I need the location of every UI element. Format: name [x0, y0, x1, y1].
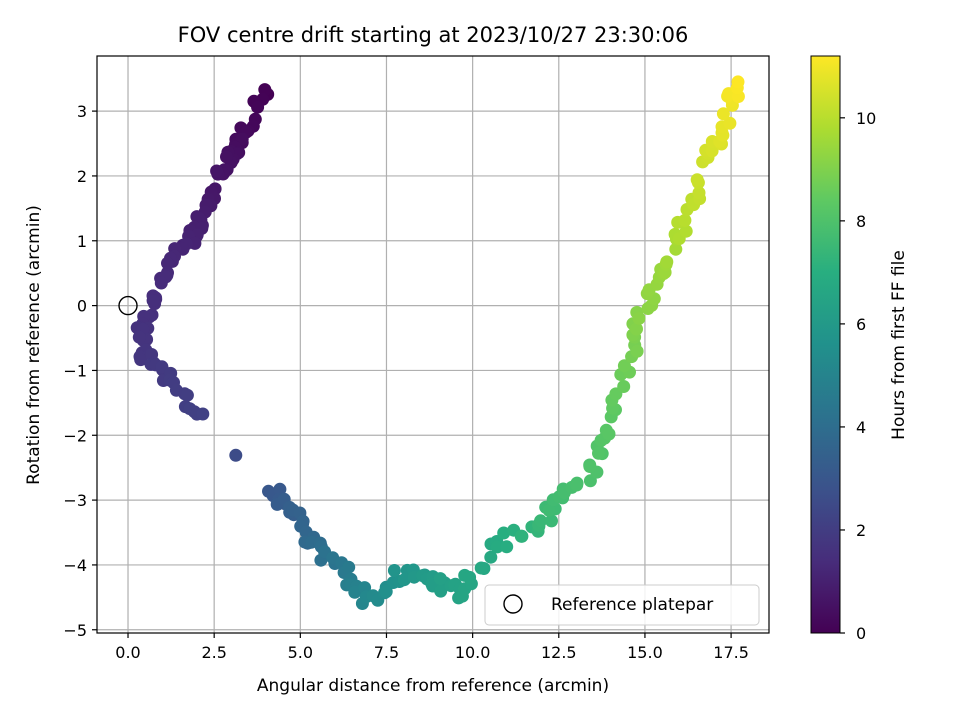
- scatter-point: [251, 100, 265, 114]
- scatter-point: [397, 573, 411, 587]
- legend: Reference platepar: [484, 584, 760, 626]
- scatter-point: [500, 540, 514, 554]
- scatter-point: [379, 585, 393, 599]
- scatter-point: [220, 150, 233, 164]
- x-tick-label: 2.5: [201, 643, 226, 662]
- scatter-point: [679, 224, 693, 238]
- y-tick-label: 3: [77, 102, 87, 121]
- scatter-point: [474, 561, 488, 575]
- y-axis-ticks: −5 −4 −3 −2 −1 0 1 2 3: [63, 102, 97, 640]
- x-tick-label: 0.0: [115, 643, 140, 662]
- scatter-point: [542, 503, 556, 517]
- scatter-point: [534, 514, 548, 528]
- scatter-point: [705, 144, 719, 158]
- grid: [97, 56, 769, 633]
- scatter-point: [731, 75, 745, 89]
- scatter-point: [630, 344, 644, 358]
- colorbar-tick-label: 2: [856, 521, 866, 540]
- scatter-point: [602, 427, 616, 441]
- scatter-point: [154, 276, 168, 290]
- colorbar-tick-label: 0: [856, 624, 866, 643]
- scatter-point: [692, 186, 706, 200]
- y-tick-label: −2: [63, 426, 87, 445]
- x-tick-label: 12.5: [541, 643, 577, 662]
- y-tick-label: 1: [77, 232, 87, 251]
- colorbar-ticks: 0 2 4 6 8 10: [840, 109, 876, 643]
- scatter-point: [180, 388, 194, 402]
- scatter-point: [592, 446, 605, 460]
- y-tick-label: 0: [77, 297, 87, 316]
- scatter-point: [617, 359, 631, 373]
- y-tick-label: −3: [63, 491, 87, 510]
- scatter-point: [669, 242, 683, 256]
- legend-entry-reference-platepar: Reference platepar: [551, 595, 713, 615]
- y-tick-label: −1: [63, 361, 87, 380]
- colorbar-tick-label: 10: [856, 109, 876, 128]
- legend-reference-marker: [503, 594, 523, 614]
- scatter-point: [196, 407, 210, 421]
- y-tick-label: −5: [63, 621, 87, 640]
- scatter-point: [490, 540, 504, 554]
- scatter-point: [660, 255, 674, 269]
- scatter-point: [690, 173, 704, 187]
- scatter-point: [723, 116, 737, 130]
- scatter-point: [132, 330, 146, 344]
- reference-platepar-marker: [118, 295, 138, 316]
- x-tick-label: 5.0: [288, 643, 313, 662]
- scatter-point: [258, 83, 272, 97]
- scatter-point: [484, 550, 498, 564]
- legend-box: [484, 584, 760, 626]
- x-tick-label: 15.0: [627, 643, 663, 662]
- x-tick-label: 10.0: [455, 643, 491, 662]
- y-tick-label: 2: [77, 167, 87, 186]
- colorbar-label: Hours from first FF file: [889, 250, 909, 440]
- x-axis-label: Angular distance from reference (arcmin): [257, 676, 609, 696]
- y-axis-label: Rotation from reference (arcmin): [24, 205, 44, 485]
- colorbar-tick-label: 8: [856, 212, 866, 231]
- scatter-point: [514, 529, 528, 543]
- colorbar-tick-label: 4: [856, 418, 866, 437]
- chart-title: FOV centre drift starting at 2023/10/27 …: [178, 23, 689, 47]
- scatter-point: [570, 478, 584, 492]
- scatter-point: [229, 448, 243, 462]
- scatter-point: [463, 570, 477, 584]
- scatter-point: [716, 107, 730, 121]
- x-tick-label: 17.5: [713, 643, 749, 662]
- scatter-point: [678, 213, 692, 227]
- scatter-point: [632, 311, 646, 325]
- plot-frame: [96, 55, 770, 634]
- scatter-points: [130, 75, 745, 610]
- x-axis-ticks: 0.0 2.5 5.0 7.5 10.0 12.5 15.0 17.5: [115, 633, 749, 662]
- scatter-point: [273, 482, 287, 496]
- reference-marker-layer: [118, 295, 138, 316]
- scatter-point: [497, 526, 511, 540]
- scatter-point: [134, 353, 148, 367]
- colorbar: [810, 55, 841, 634]
- scatter-point: [545, 514, 558, 528]
- scatter-point: [617, 380, 631, 393]
- scatter-point: [434, 584, 448, 598]
- y-tick-label: −4: [63, 556, 87, 575]
- scatter-point: [342, 560, 356, 574]
- colorbar-tick-label: 6: [856, 315, 866, 334]
- scatter-point: [348, 585, 362, 599]
- scatter-point: [146, 294, 160, 308]
- scatter-point: [161, 256, 174, 270]
- scatter-point: [630, 322, 643, 336]
- scatter-point: [583, 460, 597, 473]
- scatter-point: [387, 564, 401, 577]
- x-tick-label: 7.5: [374, 643, 399, 662]
- scatter-point: [210, 164, 224, 178]
- scatter-point: [433, 572, 447, 586]
